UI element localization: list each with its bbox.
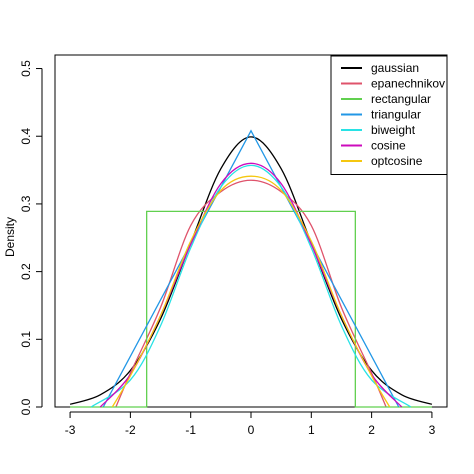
legend-label-biweight: biweight — [371, 123, 416, 137]
x-tick-label: 0 — [248, 423, 255, 437]
series-line-optcosine — [111, 175, 391, 408]
legend-label-gaussian: gaussian — [371, 61, 419, 75]
series-line-epanechnikov — [115, 179, 387, 408]
x-tick-label: -3 — [65, 423, 76, 437]
legend-label-epanechnikov: epanechnikov — [371, 77, 445, 91]
series-line-biweight — [90, 164, 412, 408]
x-tick-label: -1 — [185, 423, 196, 437]
legend-label-optcosine: optcosine — [371, 154, 423, 168]
y-tick-label: 0.4 — [19, 128, 33, 145]
y-tick-label: 0.2 — [19, 263, 33, 280]
series-line-triangular — [102, 129, 400, 408]
y-tick-label: 0.3 — [19, 195, 33, 212]
legend-label-cosine: cosine — [371, 139, 406, 153]
x-tick-label: 3 — [429, 423, 436, 437]
legend-label-triangular: triangular — [371, 108, 421, 122]
x-tick-label: -2 — [125, 423, 136, 437]
series-line-gaussian — [69, 136, 433, 405]
series-line-cosine — [99, 162, 403, 408]
series-lines — [69, 129, 433, 408]
x-tick-label: 1 — [308, 423, 315, 437]
series-line-rectangular — [70, 210, 432, 408]
y-axis-title: Density — [3, 217, 17, 257]
y-tick-label: 0.5 — [19, 60, 33, 77]
plot-area — [54, 54, 448, 408]
axes: -3 -2 -1 0 1 2 3 0.0 0.1 0.2 0.3 0.4 0.5 — [19, 60, 436, 437]
plot-frame — [54, 54, 448, 408]
y-tick-label: 0.1 — [19, 331, 33, 348]
legend-label-rectangular: rectangular — [371, 92, 431, 106]
y-tick-label: 0.0 — [19, 398, 33, 415]
x-tick-label: 2 — [368, 423, 375, 437]
